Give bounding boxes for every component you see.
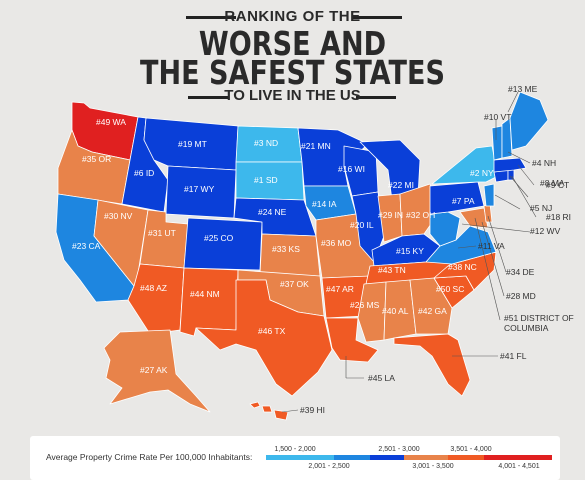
label-al: #40 AL bbox=[382, 306, 409, 316]
label-co: #25 CO bbox=[204, 233, 234, 243]
state-nc[interactable] bbox=[433, 251, 497, 291]
state-labels: #49 WA #35 OR #23 CA #6 ID #30 NV #19 MT… bbox=[72, 84, 574, 415]
label-nh: #4 NH bbox=[532, 158, 556, 168]
label-mn: #21 MN bbox=[301, 141, 331, 151]
label-nm: #44 NM bbox=[190, 289, 220, 299]
state-ks[interactable] bbox=[259, 233, 321, 277]
state-ga[interactable] bbox=[409, 277, 453, 335]
label-ky: #15 KY bbox=[396, 246, 424, 256]
label-md: #28 MD bbox=[506, 291, 536, 301]
state-mn[interactable] bbox=[297, 127, 369, 187]
state-ny[interactable] bbox=[431, 145, 499, 185]
label-wv: #12 WV bbox=[530, 226, 561, 236]
label-in: #29 IN bbox=[378, 210, 403, 220]
label-wa: #49 WA bbox=[96, 117, 126, 127]
state-ut[interactable] bbox=[139, 209, 189, 269]
label-ct: #9 CT bbox=[546, 180, 569, 190]
title-block: RANKING OF THE WORSE AND THE SAFEST STAT… bbox=[0, 0, 585, 110]
label-ma: #8 MA bbox=[540, 178, 565, 188]
label-fl: #41 FL bbox=[500, 351, 527, 361]
label-dc-line2: COLUMBIA bbox=[504, 323, 549, 333]
state-ms[interactable] bbox=[357, 281, 387, 343]
state-vt[interactable] bbox=[491, 125, 503, 161]
label-sc: #50 SC bbox=[436, 284, 464, 294]
label-ok: #37 OK bbox=[280, 279, 309, 289]
state-co[interactable] bbox=[183, 217, 263, 271]
state-tx[interactable] bbox=[195, 279, 333, 397]
label-ar: #47 AR bbox=[326, 284, 354, 294]
label-tn: #43 TN bbox=[378, 265, 406, 275]
title-line-4: TO LIVE IN THE US bbox=[224, 87, 361, 104]
leader-lines bbox=[281, 91, 537, 413]
label-mt: #19 MT bbox=[178, 139, 207, 149]
state-nm[interactable] bbox=[179, 267, 239, 337]
label-la: #45 LA bbox=[368, 373, 395, 383]
legend-swatch-5 bbox=[448, 455, 516, 460]
title-line-3: THE SAFEST STATES bbox=[140, 53, 445, 92]
label-nc: #38 NC bbox=[448, 262, 477, 272]
label-ga: #42 GA bbox=[418, 306, 447, 316]
label-mo: #36 MO bbox=[321, 238, 352, 248]
label-ak: #27 AK bbox=[140, 365, 168, 375]
legend-swatch-4 bbox=[404, 455, 472, 460]
legend-range-6: 4,001 - 4,501 bbox=[498, 463, 540, 470]
label-ms: #26 MS bbox=[350, 300, 380, 310]
label-hi: #39 HI bbox=[300, 405, 325, 415]
legend-swatch-2 bbox=[334, 455, 402, 460]
label-nv: #30 NV bbox=[104, 211, 133, 221]
label-ri: #18 RI bbox=[546, 212, 571, 222]
label-or: #35 OR bbox=[82, 154, 111, 164]
label-oh: #32 OH bbox=[406, 210, 435, 220]
title-line-2: WORSE AND bbox=[198, 24, 387, 63]
label-nj: #5 NJ bbox=[530, 203, 552, 213]
label-vt: #10 VT bbox=[484, 112, 511, 122]
legend-range-5: 3,501 - 4,000 bbox=[450, 446, 492, 453]
state-ma[interactable] bbox=[493, 157, 527, 173]
subtitle-rule-right bbox=[356, 96, 396, 99]
label-ut: #31 UT bbox=[148, 228, 176, 238]
label-mi: #22 MI bbox=[388, 180, 414, 190]
label-tx: #46 TX bbox=[258, 326, 286, 336]
label-me: #13 ME bbox=[508, 84, 538, 94]
us-map: #49 WA #35 OR #23 CA #6 ID #30 NV #19 MT… bbox=[55, 84, 574, 421]
label-pa: #7 PA bbox=[452, 196, 475, 206]
title-rule-left bbox=[186, 16, 236, 19]
state-nh[interactable] bbox=[501, 117, 513, 159]
legend-swatch-6 bbox=[484, 455, 552, 460]
legend-range-4: 3,001 - 3,500 bbox=[412, 463, 454, 470]
state-md[interactable] bbox=[459, 207, 489, 229]
label-va: #11 VA bbox=[478, 241, 505, 251]
legend-range-1: 1,500 - 2,000 bbox=[274, 446, 316, 453]
label-de: #34 DE bbox=[506, 267, 535, 277]
legend-range-2: 2,001 - 2,500 bbox=[308, 463, 350, 470]
label-ne: #24 NE bbox=[258, 207, 287, 217]
state-hi[interactable] bbox=[249, 401, 289, 421]
state-fl[interactable] bbox=[393, 333, 471, 397]
state-me[interactable] bbox=[509, 91, 549, 151]
label-il: #20 IL bbox=[350, 220, 374, 230]
state-nj[interactable] bbox=[483, 183, 495, 207]
label-dc-line1: #51 DISTRICT OF bbox=[504, 313, 574, 323]
state-ri[interactable] bbox=[507, 169, 515, 181]
state-ak[interactable] bbox=[103, 329, 211, 413]
label-ca: #23 CA bbox=[72, 241, 101, 251]
label-id: #6 ID bbox=[134, 168, 154, 178]
label-ks: #33 KS bbox=[272, 244, 300, 254]
title-rule-right bbox=[352, 16, 402, 19]
label-sd: #1 SD bbox=[254, 175, 278, 185]
label-ia: #14 IA bbox=[312, 199, 337, 209]
legend-swatch-1 bbox=[266, 455, 334, 460]
state-la[interactable] bbox=[325, 317, 379, 363]
title-line-1: RANKING OF THE bbox=[224, 8, 361, 25]
label-ny: #2 NY bbox=[470, 168, 494, 178]
label-wy: #17 WY bbox=[184, 184, 215, 194]
legend: Average Property Crime Rate Per 100,000 … bbox=[30, 436, 560, 480]
legend-title: Average Property Crime Rate Per 100,000 … bbox=[46, 452, 253, 462]
label-nd: #3 ND bbox=[254, 138, 278, 148]
state-al[interactable] bbox=[383, 279, 417, 341]
legend-range-3: 2,501 - 3,000 bbox=[378, 446, 420, 453]
subtitle-rule-left bbox=[188, 96, 228, 99]
label-az: #48 AZ bbox=[140, 283, 167, 293]
label-wi: #16 WI bbox=[338, 164, 365, 174]
